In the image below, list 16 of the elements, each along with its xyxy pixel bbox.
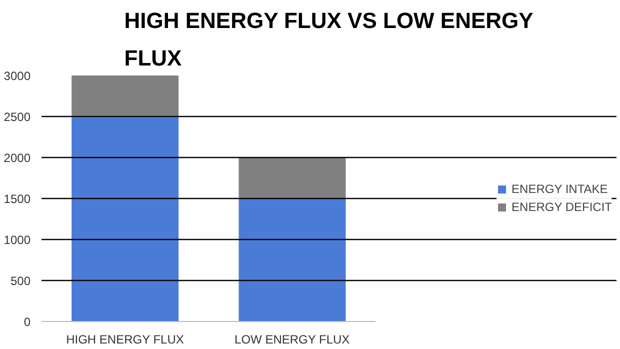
x-tick-label: LOW ENERGY FLUX <box>234 332 350 346</box>
y-tick-label: 1500 <box>4 192 31 206</box>
legend-label: ENERGY DEFICIT <box>512 200 612 214</box>
y-tick-label: 3000 <box>4 69 31 83</box>
chart-title: HIGH ENERGY FLUX VS LOW ENERGY FLUX <box>124 8 534 70</box>
y-tick-label: 1000 <box>4 233 31 247</box>
y-tick-label: 500 <box>10 274 31 288</box>
x-tick-label: HIGH ENERGY FLUX <box>66 332 184 346</box>
bar <box>238 158 346 198</box>
bar <box>238 198 346 322</box>
legend-label: ENERGY INTAKE <box>512 182 608 196</box>
y-tick-label: 0 <box>24 315 31 329</box>
bar <box>72 116 179 322</box>
y-tick-label: 2500 <box>4 110 31 124</box>
y-tick-label: 2000 <box>4 151 31 165</box>
bar <box>72 76 179 116</box>
